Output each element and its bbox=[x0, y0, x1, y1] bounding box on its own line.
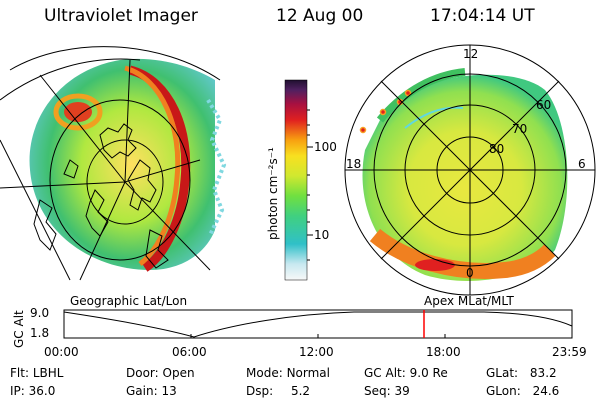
altitude-ylabel: GC Alt bbox=[12, 310, 26, 348]
instrument-title: Ultraviolet Imager bbox=[44, 6, 198, 26]
status-gain: Gain: 13 bbox=[126, 384, 177, 398]
polar-panel-label: Apex MLat/MLT bbox=[424, 294, 514, 308]
mlat-label-80: 80 bbox=[489, 142, 505, 156]
mlt-label-18: 18 bbox=[346, 157, 362, 171]
status-glon: GLon: 24.6 bbox=[486, 384, 560, 398]
date-label: 12 Aug 00 bbox=[276, 6, 364, 26]
colorbar-tick-100: 100 bbox=[314, 140, 337, 154]
geographic-aurora-image bbox=[0, 46, 227, 281]
status-mode: Mode: Normal bbox=[246, 366, 330, 380]
status-flt: Flt: LBHL bbox=[10, 366, 64, 380]
altitude-ytick-9: 9.0 bbox=[30, 306, 50, 320]
colorbar bbox=[284, 79, 313, 281]
time-label: 17:04:14 UT bbox=[430, 6, 535, 26]
colorbar-unit-label: photon cm⁻²s⁻¹ bbox=[266, 147, 280, 240]
altitude-plot bbox=[63, 309, 573, 339]
altitude-xtick-0600: 06:00 bbox=[172, 345, 207, 359]
mlat-label-60: 60 bbox=[536, 98, 552, 112]
status-ip: IP: 36.0 bbox=[10, 384, 56, 398]
status-glat: GLat: 83.2 bbox=[486, 366, 557, 380]
mlt-label-12: 12 bbox=[463, 47, 479, 61]
geographic-panel-label: Geographic Lat/Lon bbox=[70, 294, 188, 308]
status-dsp: Dsp: 5.2 bbox=[246, 384, 311, 398]
polar-mlt-plot bbox=[344, 44, 596, 296]
status-door: Door: Open bbox=[126, 366, 195, 380]
mlat-label-70: 70 bbox=[512, 122, 528, 136]
altitude-xtick-0000: 00:00 bbox=[44, 345, 79, 359]
status-seq: Seq: 39 bbox=[364, 384, 410, 398]
status-gcalt: GC Alt: 9.0 Re bbox=[364, 366, 448, 380]
mlt-label-0: 0 bbox=[466, 266, 474, 280]
altitude-xtick-1200: 12:00 bbox=[299, 345, 334, 359]
altitude-xtick-1800: 18:00 bbox=[426, 345, 461, 359]
colorbar-tick-10: 10 bbox=[314, 228, 330, 242]
altitude-xtick-2359: 23:59 bbox=[552, 345, 587, 359]
altitude-ytick-1-8: 1.8 bbox=[30, 326, 50, 340]
mlt-label-6: 6 bbox=[578, 157, 586, 171]
